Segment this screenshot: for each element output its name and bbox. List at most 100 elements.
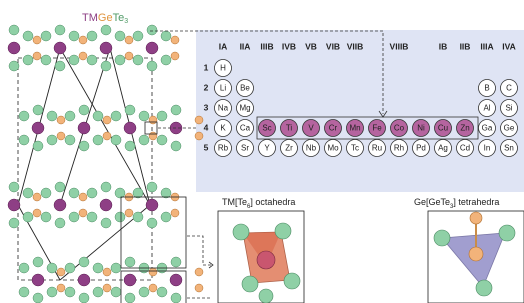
te-atom: [93, 135, 103, 145]
group-label: IA: [219, 41, 228, 51]
group-label: IVA: [502, 41, 516, 51]
element-symbol: Nb: [306, 144, 317, 153]
ge-atom: [33, 193, 41, 201]
element-symbol: Ca: [240, 124, 251, 133]
te-atom: [133, 55, 143, 65]
te-atom: [147, 25, 157, 35]
te-atom: [23, 55, 33, 65]
tm-atom: [78, 122, 90, 134]
te-atom: [125, 257, 135, 267]
ge-atom: [103, 268, 111, 276]
ge-atom: [57, 132, 65, 140]
tm-atom: [32, 122, 44, 134]
te-atom: [47, 111, 57, 121]
te-atom: [79, 141, 89, 151]
panel-label: TM[Te6] octahedra: [222, 197, 295, 209]
tm-atom: [100, 42, 112, 54]
element-symbol: Sn: [504, 144, 514, 153]
te-atom: [115, 31, 125, 41]
label-part: ] octahedra: [250, 197, 295, 207]
te-atom: [33, 293, 43, 303]
te-atom: [79, 105, 89, 115]
te-atom: [115, 55, 125, 65]
tm-atom: [8, 199, 20, 211]
ge-atom: [57, 284, 65, 292]
ge-atom: [195, 116, 203, 124]
te-atom: [111, 263, 121, 273]
te-atom: [47, 287, 57, 297]
group-label: IIA: [240, 41, 251, 51]
ge-atom: [125, 36, 133, 44]
period-label: 4: [204, 122, 209, 132]
te-atom: [87, 55, 97, 65]
tm-atom: [32, 274, 44, 286]
te-atom: [87, 31, 97, 41]
te-atom: [115, 212, 125, 222]
ge-atom: [33, 36, 41, 44]
te-atom: [111, 111, 121, 121]
te-atom: [171, 141, 181, 151]
te-atom: [69, 31, 79, 41]
element-symbol: Ge: [504, 124, 515, 133]
te-atom: [125, 141, 135, 151]
te-atom: [47, 263, 57, 273]
te-atom: [33, 257, 43, 267]
te-atom: [41, 188, 51, 198]
te-atom: [147, 61, 157, 71]
te-atom: [23, 188, 33, 198]
te-atom: [93, 263, 103, 273]
ge-atom: [57, 116, 65, 124]
te-atom: [101, 61, 111, 71]
period-label: 3: [204, 102, 209, 112]
element-symbol: Co: [394, 124, 405, 133]
tm-atom: [54, 42, 66, 54]
te-atom: [101, 218, 111, 228]
te-atom: [157, 287, 167, 297]
te-atom: [157, 111, 167, 121]
element-symbol: Rb: [218, 144, 229, 153]
element-symbol: Cd: [460, 144, 470, 153]
element-symbol: Pd: [416, 144, 426, 153]
te-atom: [69, 188, 79, 198]
te-atom: [125, 293, 135, 303]
group-label: IIIB: [260, 41, 273, 51]
ge-atom: [125, 52, 133, 60]
element-symbol: Zn: [460, 124, 469, 133]
tm-atom: [54, 199, 66, 211]
element-symbol: Ga: [482, 124, 493, 133]
ge-atom: [171, 209, 179, 217]
element-symbol: C: [506, 84, 512, 93]
ge-atom: [79, 209, 87, 217]
te-atom: [69, 212, 79, 222]
tm-atom: [124, 122, 136, 134]
te-atom: [161, 31, 171, 41]
element-symbol: Mg: [239, 104, 250, 113]
ge-atom: [79, 52, 87, 60]
te-atom: [41, 55, 51, 65]
element-symbol: Be: [240, 84, 250, 93]
element-symbol: Ni: [417, 124, 425, 133]
ge-atom: [149, 284, 157, 292]
element-symbol: Li: [220, 84, 226, 93]
element-symbol: Ag: [438, 144, 448, 153]
ge-atom: [125, 209, 133, 217]
te-atom: [147, 218, 157, 228]
te-atom: [41, 212, 51, 222]
ge-atom: [33, 209, 41, 217]
te-atom: [115, 188, 125, 198]
group-label: VIB: [326, 41, 340, 51]
te-atom: [147, 182, 157, 192]
title-part: 3: [124, 18, 128, 25]
te-atom: [55, 61, 65, 71]
element-symbol: Ti: [286, 124, 293, 133]
element-symbol: Ru: [372, 144, 382, 153]
te-atom: [101, 25, 111, 35]
element-symbol: Y: [264, 144, 270, 153]
ge-atom: [149, 268, 157, 276]
ge-atom: [149, 116, 157, 124]
ge-atom: [33, 52, 41, 60]
element-symbol: Sc: [262, 124, 271, 133]
element-symbol: K: [220, 124, 226, 133]
te-atom: [41, 31, 51, 41]
te-atom: [65, 287, 75, 297]
